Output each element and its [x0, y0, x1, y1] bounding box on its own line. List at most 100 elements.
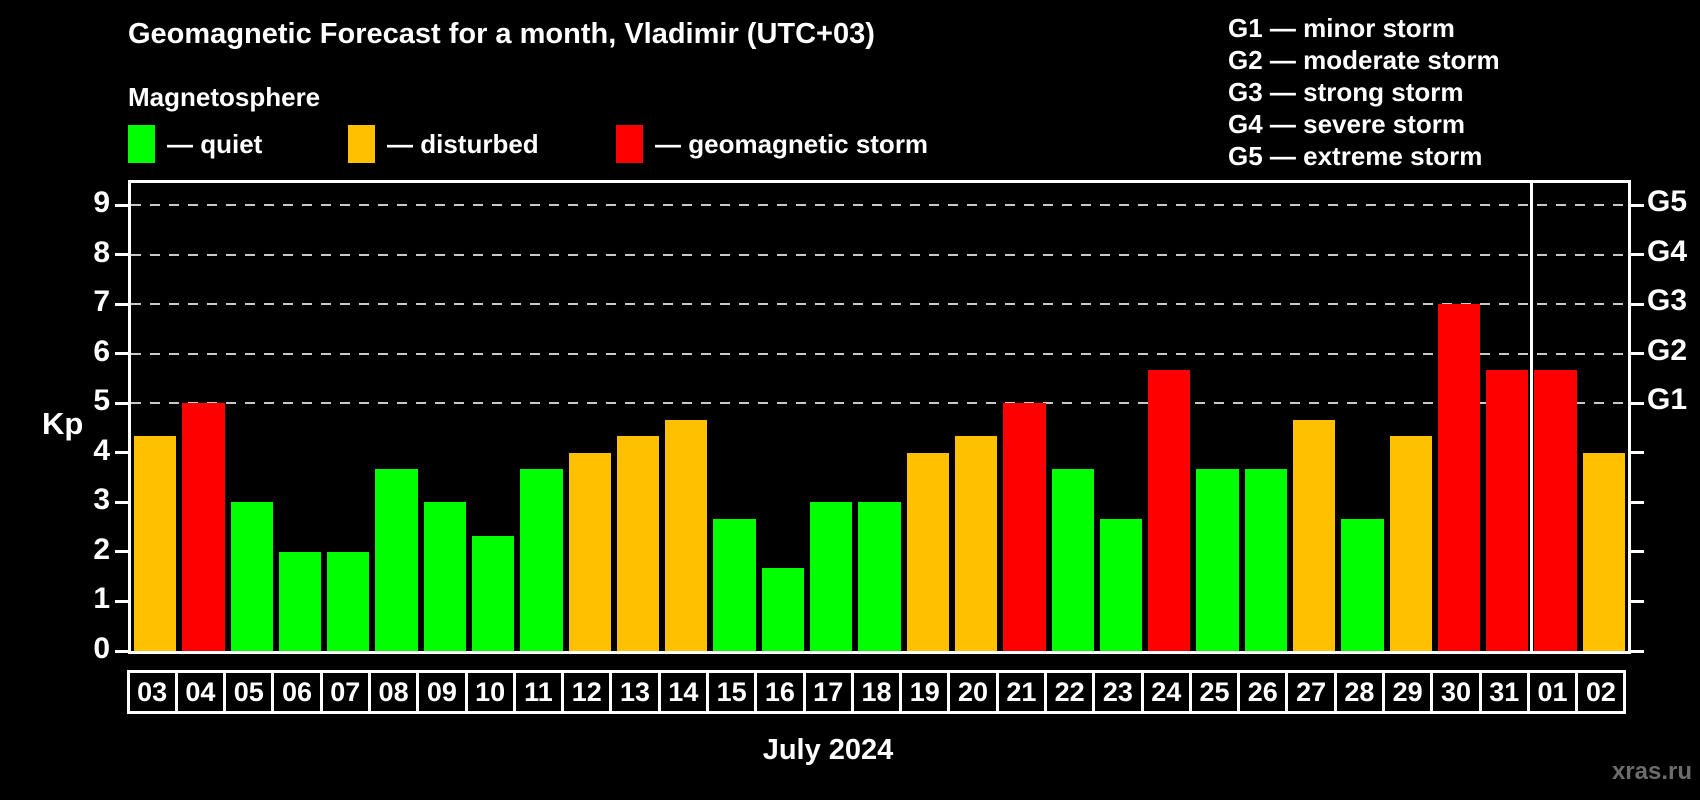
legend-item-quiet: — quiet [128, 124, 262, 164]
right-axis-label-g4: G4 [1647, 234, 1688, 268]
y-tick-left-3 [115, 500, 128, 504]
y-tick-left-6 [115, 352, 128, 356]
date-label-16: 16 [754, 670, 806, 714]
date-label-15: 15 [705, 670, 758, 714]
date-label-26: 26 [1237, 670, 1289, 714]
y-tick-right-3 [1631, 500, 1644, 504]
bar-day-03 [134, 436, 177, 651]
date-label-07: 07 [319, 670, 371, 714]
grid-line-kp7 [131, 303, 1628, 306]
y-tick-right-0 [1631, 649, 1644, 653]
grid-line-kp6 [131, 352, 1628, 355]
y-axis-label-2: 2 [93, 532, 110, 566]
date-label-11: 11 [512, 670, 565, 714]
bar-day-15 [713, 518, 756, 651]
g3-legend-row: G3 — strong storm [1228, 77, 1464, 107]
y-tick-left-8 [115, 253, 128, 257]
y-tick-right-2 [1631, 550, 1644, 554]
date-label-10: 10 [464, 670, 516, 714]
bar-day-28 [1341, 518, 1384, 651]
storm-color-swatch [616, 125, 643, 163]
bar-day-30 [1437, 304, 1481, 651]
plot-area [115, 180, 1644, 654]
legend-label-disturbed: — disturbed [387, 128, 539, 159]
y-tick-right-1 [1631, 599, 1644, 603]
legend-label-storm: — geomagnetic storm [655, 128, 929, 159]
y-tick-right-8 [1631, 253, 1644, 257]
y-tick-left-5 [115, 401, 128, 405]
y-axis-label-4: 4 [93, 433, 110, 467]
y-axis-label-0: 0 [93, 632, 110, 665]
g4-legend-row: G4 — severe storm [1228, 109, 1466, 139]
bar-day-19 [906, 452, 949, 651]
bar-day-18 [858, 502, 901, 651]
y-tick-left-0 [115, 649, 128, 653]
date-label-28: 28 [1333, 670, 1386, 714]
date-label-29: 29 [1382, 670, 1434, 714]
date-label-20: 20 [947, 670, 999, 714]
quiet-color-swatch [128, 125, 155, 163]
date-label-21: 21 [995, 670, 1047, 714]
date-label-06: 06 [271, 670, 323, 714]
y-tick-right-9 [1631, 203, 1644, 207]
g-scale-legend: G1 — minor storm G2 — moderate storm G3 … [1228, 12, 1500, 172]
date-label-18: 18 [850, 670, 903, 714]
g1-legend-row: G1 — minor storm [1228, 13, 1455, 43]
bar-day-29 [1389, 436, 1432, 651]
y-tick-left-1 [115, 599, 128, 603]
bar-day-23 [1099, 518, 1143, 651]
bar-day-06 [278, 551, 322, 651]
date-label-04: 04 [174, 670, 227, 714]
date-label-31: 31 [1478, 670, 1530, 714]
grid-line-kp5 [131, 402, 1628, 405]
date-label-19: 19 [899, 670, 951, 714]
bar-day-07 [327, 551, 370, 651]
date-label-02: 02 [1575, 670, 1627, 714]
date-label-08: 08 [367, 670, 420, 714]
y-axis-label-8: 8 [93, 235, 110, 269]
date-label-24: 24 [1140, 670, 1192, 714]
y-tick-right-4 [1631, 451, 1644, 455]
bar-day-02 [1582, 452, 1625, 651]
bar-day-10 [472, 535, 515, 651]
bar-day-27 [1292, 419, 1336, 651]
bar-day-16 [761, 568, 805, 651]
date-label-09: 09 [416, 670, 468, 714]
bar-day-13 [616, 436, 660, 651]
g5-legend-row: G5 — extreme storm [1228, 141, 1483, 171]
y-axis-tick-labels: 0 1 2 3 4 5 6 7 8 9 [0, 180, 110, 665]
y-axis-label-3: 3 [93, 483, 110, 517]
right-axis-label-g2: G2 [1647, 333, 1688, 367]
x-axis-date-labels: 03 04 05 06 07 08 09 10 11 12 13 14 15 16 17 18 19 20 21 22… [126, 670, 1638, 716]
y-tick-left-4 [115, 451, 128, 455]
y-tick-left-9 [115, 203, 128, 207]
right-axis-label-g5: G5 [1647, 185, 1688, 218]
y-tick-right-6 [1631, 352, 1644, 356]
grid-line-kp9 [131, 204, 1628, 206]
date-label-03: 03 [126, 670, 178, 714]
y-axis-label-7: 7 [93, 285, 110, 319]
legend-item-disturbed: — disturbed [348, 124, 539, 164]
date-label-17: 17 [802, 670, 854, 714]
right-axis-label-g1: G1 [1647, 383, 1688, 417]
y-tick-right-7 [1631, 302, 1644, 306]
bar-day-05 [230, 502, 273, 651]
bar-day-09 [423, 502, 467, 651]
date-label-13: 13 [609, 670, 661, 714]
date-label-05: 05 [223, 670, 275, 714]
chart-title: Geomagnetic Forecast for a month, Vladim… [128, 18, 875, 50]
month-label: July 2024 [762, 734, 894, 766]
date-label-22: 22 [1044, 670, 1096, 714]
right-axis-g-labels: G1 G2 G3 G4 G5 [1647, 180, 1700, 648]
date-label-30: 30 [1430, 670, 1482, 714]
bar-day-04 [182, 403, 225, 651]
bar-day-20 [954, 436, 998, 651]
y-tick-left-2 [115, 550, 128, 554]
y-axis-label-1: 1 [93, 582, 110, 616]
date-label-27: 27 [1285, 670, 1337, 714]
watermark: xras.ru [1611, 758, 1692, 785]
bar-day-31 [1486, 370, 1529, 651]
bar-day-25 [1196, 469, 1239, 651]
grid-line-kp8 [131, 253, 1628, 256]
